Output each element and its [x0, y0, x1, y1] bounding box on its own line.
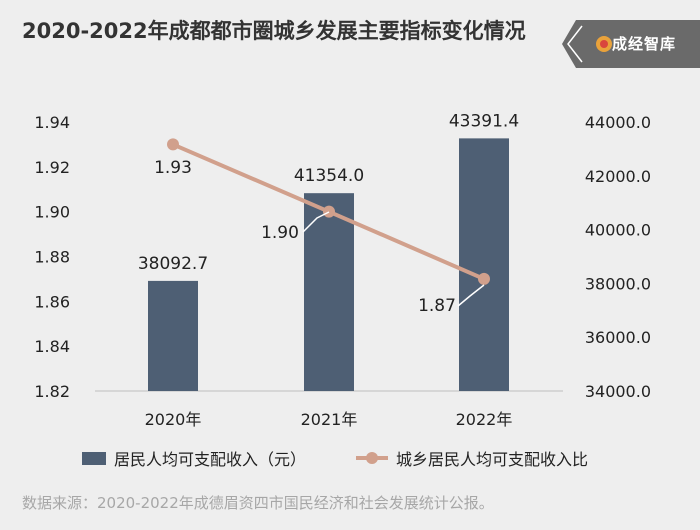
y-left-tick-label: 1.84 [34, 337, 70, 356]
x-tick-label: 2021年 [301, 410, 358, 429]
line-data-label: 1.90 [261, 223, 299, 243]
y-right-tick-label: 36000.0 [585, 328, 651, 347]
line-data-label: 1.93 [154, 158, 192, 178]
y-left-tick-label: 1.82 [34, 382, 70, 401]
bar [304, 193, 354, 391]
line-point [167, 138, 179, 151]
bar-data-label: 43391.4 [449, 111, 519, 131]
legend-line-marker [366, 452, 378, 464]
y-right-tick-label: 42000.0 [585, 167, 651, 186]
source-note: 数据来源：2020-2022年成德眉资四市国民经济和社会发展统计公报。 [22, 494, 494, 512]
bar-data-label: 41354.0 [294, 166, 364, 186]
y-right-tick-label: 38000.0 [585, 274, 651, 293]
legend-line-label: 城乡居民人均可支配收入比 [396, 450, 588, 469]
line-point [323, 205, 335, 218]
line-data-label: 1.87 [418, 296, 456, 316]
x-tick-label: 2022年 [456, 410, 513, 429]
y-left-tick-label: 1.86 [34, 292, 70, 311]
legend-bar-label: 居民人均可支配收入（元） [114, 450, 306, 469]
logo-text: 成经智库 [612, 35, 677, 53]
y-left-tick-label: 1.92 [34, 158, 70, 177]
y-left-tick-label: 1.94 [34, 113, 70, 132]
logo-badge [562, 20, 700, 68]
y-right-tick-label: 40000.0 [585, 221, 651, 240]
x-tick-label: 2020年 [145, 410, 202, 429]
bar [148, 280, 198, 391]
y-right-tick-label: 44000.0 [585, 113, 651, 132]
bar-data-label: 38092.7 [138, 254, 208, 274]
bar [459, 138, 509, 391]
y-left-tick-label: 1.88 [34, 248, 70, 267]
line-point [478, 272, 490, 285]
y-left-tick-label: 1.90 [34, 203, 70, 222]
label-leader-line [457, 284, 485, 307]
chart-title: 2020-2022年成都都市圈城乡发展主要指标变化情况 [22, 19, 526, 43]
y-right-tick-label: 34000.0 [585, 382, 651, 401]
legend-bar-swatch [82, 452, 106, 465]
label-leader-line [302, 211, 330, 233]
